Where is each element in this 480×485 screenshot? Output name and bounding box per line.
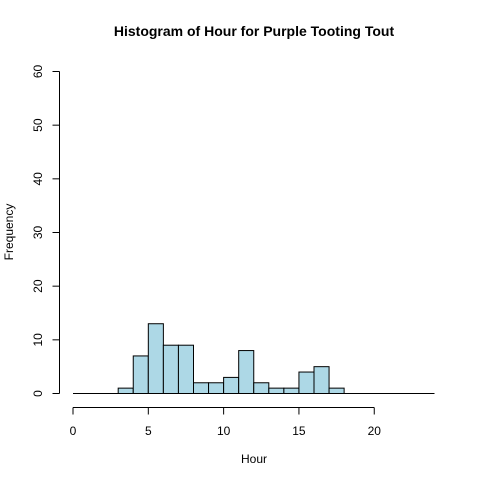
- histogram-bar: [329, 388, 344, 393]
- histogram-bar: [209, 383, 224, 394]
- histogram-bar: [148, 324, 163, 394]
- y-tick-label: 60: [31, 65, 45, 79]
- x-axis-label: Hour: [241, 452, 267, 466]
- y-tick-label: 20: [31, 279, 45, 293]
- x-tick-label: 5: [145, 424, 152, 438]
- histogram-bar: [284, 388, 299, 393]
- y-tick-label: 40: [31, 172, 45, 186]
- histogram-bar: [194, 383, 209, 394]
- histogram-bar: [254, 383, 269, 394]
- x-tick-label: 0: [70, 424, 77, 438]
- x-tick-label: 20: [368, 424, 382, 438]
- histogram-bar: [269, 388, 284, 393]
- y-tick-label: 30: [31, 226, 45, 240]
- y-tick-label: 50: [31, 118, 45, 132]
- chart-title: Histogram of Hour for Purple Tooting Tou…: [114, 23, 395, 39]
- histogram-bar: [133, 356, 148, 394]
- histogram-bar: [163, 345, 178, 393]
- histogram-bar: [118, 388, 133, 393]
- y-tick-label: 0: [31, 390, 45, 397]
- y-tick-label: 10: [31, 333, 45, 347]
- histogram-bar: [224, 377, 239, 393]
- x-tick-label: 15: [292, 424, 306, 438]
- histogram-bar: [178, 345, 193, 393]
- y-axis-label: Frequency: [2, 204, 16, 261]
- x-tick-label: 10: [217, 424, 231, 438]
- histogram-bar: [239, 351, 254, 394]
- histogram-bar: [299, 372, 314, 393]
- histogram-bar: [314, 367, 329, 394]
